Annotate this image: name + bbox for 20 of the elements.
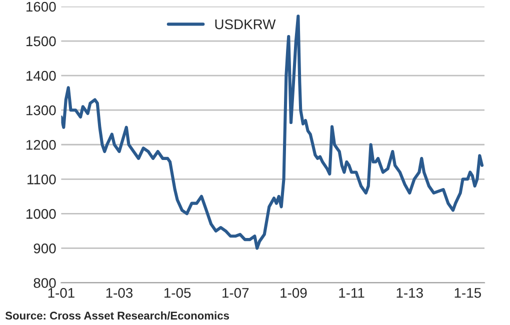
y-tick-label: 1400	[26, 70, 56, 81]
y-tick-label: 1100	[28, 174, 56, 184]
legend-label: USDKRW	[215, 19, 276, 30]
x-tick-label: 1-03	[106, 288, 133, 298]
y-tick-label: 1200	[26, 140, 56, 150]
x-tick-label: 1-05	[164, 288, 191, 298]
line-series	[61, 14, 484, 250]
x-tick-label: 1-01	[48, 288, 74, 298]
y-tick-label: 1600	[26, 2, 56, 12]
source-note: Source: Cross Asset Research/Economics	[5, 311, 230, 320]
y-tick-label: 800	[34, 278, 56, 288]
x-tick-label: 1-07	[222, 288, 249, 298]
y-tick-label: 1000	[26, 209, 56, 219]
x-tick-label: 1-11	[339, 288, 364, 298]
y-tick-label: 1500	[26, 36, 56, 46]
x-tick-label: 1-13	[396, 288, 423, 298]
y-tick-label: 1300	[26, 105, 56, 116]
x-tick-label: 1-09	[280, 288, 307, 298]
x-tick-label: 1-15	[454, 288, 481, 298]
y-tick-label: 900	[34, 244, 56, 254]
